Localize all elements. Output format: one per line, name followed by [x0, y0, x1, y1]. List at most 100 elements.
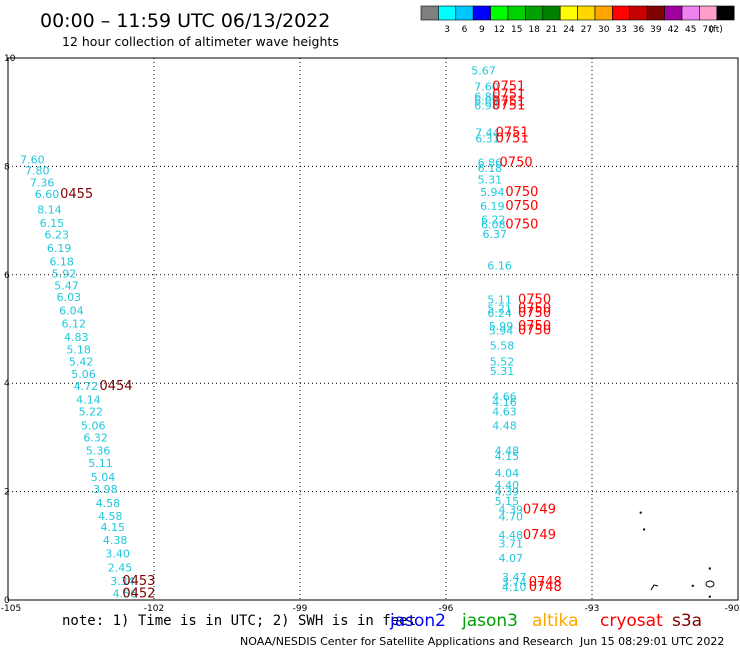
x-tick-label: -90 — [725, 604, 740, 614]
swh-label: 3.40 — [105, 548, 130, 561]
legend-label: 6 — [462, 25, 468, 35]
swh-label: 5.47 — [54, 279, 79, 292]
legend-label: 15 — [511, 25, 522, 35]
y-tick-label: 10 — [4, 54, 16, 64]
swh-label: 5.06 — [71, 368, 96, 381]
west-track: 7.607.807.366.60 8.146.156.236.196.185.92… — [20, 154, 155, 602]
swh-label: 5.11 — [487, 294, 512, 307]
swh-label: 6.37 — [483, 228, 508, 241]
swh-label: 5.06 — [81, 419, 106, 432]
legend-swatch — [438, 5, 457, 21]
legend-label: 9 — [479, 25, 485, 35]
time-label: 0751 — [492, 98, 525, 113]
legend-unit: (ft) — [709, 25, 723, 35]
swh-label: 4.83 — [64, 331, 89, 344]
x-tick-label: -105 — [1, 604, 21, 614]
satellite-s3a-label: s3a — [672, 611, 702, 631]
swh-label: 4.63 — [492, 406, 517, 419]
swh-label: 4.48 — [492, 419, 517, 432]
legend-swatch — [577, 5, 596, 21]
legend-label: 70 — [702, 25, 714, 35]
swh-label: 4.10 — [502, 581, 527, 594]
satellite-cryosat-label: cryosat — [600, 611, 663, 631]
legend-swatch — [612, 5, 631, 21]
legend-label: 12 — [494, 25, 505, 35]
swh-label: 4.70 — [499, 510, 524, 523]
coastline-segment — [650, 584, 659, 591]
swh-label: 6.23 — [45, 228, 70, 241]
swh-label: 4.15 — [495, 450, 519, 463]
swh-label: 5.11 — [88, 457, 113, 470]
time-label: 0751 — [496, 126, 529, 141]
island-outline — [705, 580, 715, 588]
swh-label: 6.03 — [57, 291, 82, 304]
swh-label: 6.16 — [487, 259, 512, 272]
x-tick-label: -93 — [585, 604, 600, 614]
legend-swatch — [699, 5, 718, 21]
satellite-legend: jason2 jason3 altika cryosat s3a — [389, 611, 702, 631]
legend-swatch — [525, 5, 544, 21]
swh-label: 6.60 — [35, 188, 60, 201]
swh-label: 5.58 — [490, 340, 515, 353]
y-axis-ticks: 0 2 4 6 8 10 — [4, 54, 16, 606]
legend-swatch — [542, 5, 561, 21]
time-label: 0750 — [505, 185, 538, 200]
time-label: 0748 — [529, 575, 562, 590]
legend-label: 27 — [581, 25, 592, 35]
time-label: 0749 — [523, 502, 556, 517]
swh-label: 3.47 — [502, 571, 527, 584]
legend-label: 36 — [633, 25, 645, 35]
legend-swatch — [664, 5, 683, 21]
time-label: 0453 — [122, 574, 155, 589]
swh-label: 5.22 — [79, 406, 104, 419]
credit-text: NOAA/NESDIS Center for Satellite Applica… — [240, 635, 573, 648]
swh-label: 4.07 — [499, 552, 524, 565]
legend-swatch — [559, 5, 578, 21]
swh-label: 6.04 — [59, 304, 84, 317]
swh-label: 6.31 — [475, 133, 500, 146]
swh-label: 5.31 — [478, 174, 503, 187]
footer-note: note: 1) Time is in UTC; 2) SWH is in fe… — [62, 613, 416, 629]
legend-swatch — [716, 5, 735, 21]
time-label: 0750 — [505, 218, 538, 233]
legend-swatch — [646, 5, 665, 21]
swh-label: 6.09 — [474, 95, 499, 108]
satellite-altika-label: altika — [532, 611, 579, 631]
legend-label: 24 — [563, 25, 575, 35]
legend-swatch — [594, 5, 613, 21]
legend-label: 18 — [528, 25, 540, 35]
timestamp-text: Jun 15 08:29:01 UTC 2022 — [579, 635, 724, 648]
legend-swatch — [472, 5, 491, 21]
swh-label: 7.36 — [30, 176, 55, 189]
swh-label: 5.52 — [490, 355, 515, 368]
legend-label: 3 — [444, 25, 450, 35]
y-tick-label: 0 — [4, 596, 10, 606]
swh-label: 4.56 — [113, 587, 138, 600]
time-label: 0751 — [492, 88, 525, 103]
y-tick-label: 4 — [4, 379, 10, 389]
time-label: 0750 — [500, 155, 533, 170]
swh-label: 4.14 — [76, 393, 101, 406]
legend-label: 42 — [668, 25, 679, 35]
legend-swatch — [629, 5, 648, 21]
y-tick-label: 6 — [4, 271, 10, 281]
swh-label: 6.86 — [474, 90, 499, 103]
coast-point — [708, 567, 711, 570]
swh-label: 7.44 — [475, 127, 500, 140]
swh-label: 6.32 — [83, 432, 108, 445]
y-tick-label: 8 — [4, 162, 10, 172]
swh-label: 4.66 — [492, 391, 517, 404]
y-tick-label: 2 — [4, 488, 10, 498]
coastline — [639, 511, 711, 598]
page-title: 00:00 – 11:59 UTC 06/13/2022 — [40, 10, 330, 32]
east-track: 5.677.606.866.096.987.446.316.866.185.31… — [471, 64, 562, 595]
swh-label: 5.99 — [489, 320, 514, 333]
swh-label: 4.58 — [96, 497, 121, 510]
satellite-jason3-label: jason3 — [461, 611, 518, 631]
swh-label: 6.08 — [481, 219, 506, 232]
satellite-jason2-label: jason2 — [389, 611, 446, 631]
swh-label: 6.12 — [62, 317, 87, 330]
swh-label: 4.39 — [499, 503, 524, 516]
legend-swatch — [490, 5, 509, 21]
